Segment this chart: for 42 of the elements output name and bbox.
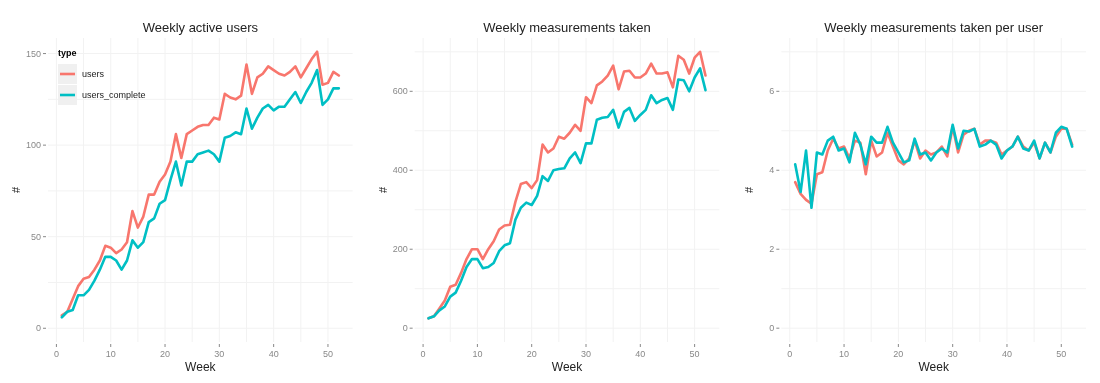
y-tick-label: 0 <box>35 323 41 334</box>
x-tick-label: 0 <box>420 349 426 359</box>
chart-title: Weekly measurements taken <box>483 20 651 35</box>
y-tick-label: 400 <box>392 165 408 176</box>
y-tick-label: 0 <box>402 323 408 334</box>
legend-label: users_complete <box>82 90 146 100</box>
legend-title: type <box>58 48 77 58</box>
x-tick-label: 40 <box>635 349 646 359</box>
chart-title: Weekly active users <box>142 20 259 35</box>
x-tick-label: 30 <box>947 349 958 359</box>
x-tick-label: 50 <box>1056 349 1067 359</box>
x-axis-title: Week <box>918 360 950 374</box>
y-axis-title: # <box>743 186 756 194</box>
x-tick-label: 40 <box>1001 349 1012 359</box>
y-axis-title: # <box>10 186 22 194</box>
x-tick-label: 10 <box>105 349 116 359</box>
y-tick-label: 2 <box>769 244 775 255</box>
x-tick-label: 20 <box>893 349 904 359</box>
x-tick-label: 20 <box>526 349 537 359</box>
x-tick-label: 40 <box>268 349 279 359</box>
chart-title: Weekly measurements taken per user <box>824 20 1044 35</box>
x-axis-title: Week <box>551 360 584 374</box>
x-tick-label: 0 <box>787 349 793 359</box>
y-tick-label: 200 <box>392 244 408 255</box>
y-tick-label: 6 <box>769 86 775 97</box>
y-tick-label: 150 <box>25 48 41 59</box>
y-axis-title: # <box>376 186 389 194</box>
x-tick-label: 10 <box>472 349 483 359</box>
y-tick-label: 50 <box>30 231 41 242</box>
x-tick-label: 10 <box>839 349 850 359</box>
x-tick-label: 50 <box>322 349 333 359</box>
x-axis-title: Week <box>185 360 217 374</box>
legend-label: users <box>82 69 105 79</box>
x-tick-label: 20 <box>160 349 171 359</box>
y-tick-label: 100 <box>25 140 41 151</box>
y-tick-label: 4 <box>769 165 775 176</box>
x-tick-label: 0 <box>53 349 59 359</box>
y-tick-label: 600 <box>392 86 408 97</box>
y-tick-label: 0 <box>769 323 775 334</box>
x-tick-label: 50 <box>689 349 700 359</box>
x-tick-label: 30 <box>581 349 592 359</box>
x-tick-label: 30 <box>214 349 225 359</box>
